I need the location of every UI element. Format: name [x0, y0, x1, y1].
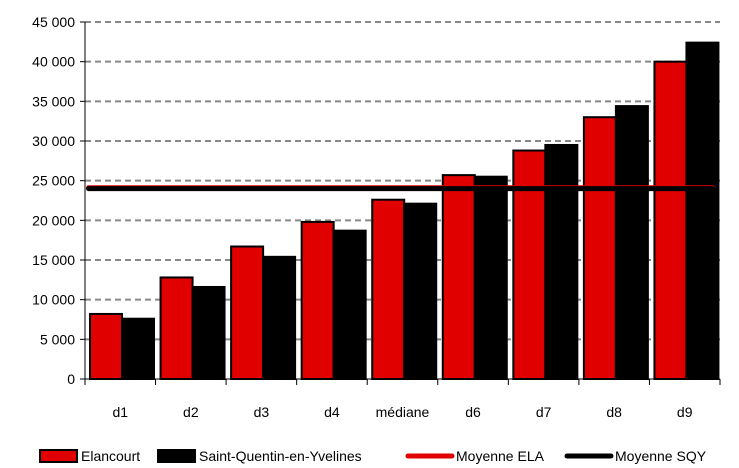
x-tick-label: d4 — [324, 404, 340, 420]
bar-elancourt-d3 — [230, 245, 265, 380]
x-tick-label: médiane — [376, 404, 430, 420]
x-tick-label: d3 — [254, 404, 270, 420]
x-tick-label: d2 — [183, 404, 199, 420]
bar-elancourt-d8 — [582, 116, 617, 380]
bars — [89, 41, 720, 381]
x-tick-label: d9 — [677, 404, 693, 420]
bar-elancourt-médiane — [371, 198, 406, 380]
x-tick-label: d1 — [112, 404, 128, 420]
bar-sqy-d8 — [614, 105, 649, 381]
bar-elancourt-d4 — [300, 220, 335, 380]
bar-sqy-d3 — [262, 255, 297, 380]
y-axis-ticks: 0 5 000 10 000 15 000 20 000 25 000 30 000 35 0… — [32, 14, 85, 387]
x-tick-label: d7 — [536, 404, 552, 420]
bar-elancourt-d1 — [89, 312, 123, 380]
y-tick-label: 35 000 — [32, 93, 75, 109]
legend-sqy-swatch — [157, 449, 196, 463]
bar-elancourt-d7 — [512, 149, 547, 380]
y-tick-label: 0 — [67, 371, 75, 387]
y-tick-label: 25 000 — [32, 173, 75, 189]
bar-sqy-médiane — [403, 202, 438, 380]
bar-elancourt-d6 — [441, 174, 476, 380]
x-tick-label: d6 — [465, 404, 481, 420]
legend-moyenne-sqy-label: Moyenne SQY — [615, 448, 707, 464]
y-tick-label: 40 000 — [32, 54, 75, 70]
average-lines — [86, 185, 716, 192]
legend: Elancourt Saint-Quentin-en-Yvelines Moyenn… — [39, 448, 707, 464]
y-tick-label: 15 000 — [32, 252, 75, 268]
bar-sqy-d4 — [332, 229, 367, 380]
bar-sqy-d2 — [191, 285, 226, 380]
bar-elancourt-d9 — [653, 60, 688, 381]
y-tick-label: 45 000 — [32, 14, 75, 30]
y-tick-label: 20 000 — [32, 212, 75, 228]
x-axis-ticks: d1 d2 d3 d4 médiane d6 d7 d8 d9 — [84, 379, 721, 420]
legend-elancourt-swatch — [39, 449, 78, 463]
y-tick-label: 10 000 — [32, 292, 75, 308]
bar-sqy-d7 — [544, 143, 579, 380]
axes — [84, 22, 720, 380]
bar-sqy-d6 — [473, 175, 508, 380]
x-tick-label: d8 — [606, 404, 622, 420]
legend-sqy-label: Saint-Quentin-en-Yvelines — [199, 448, 362, 464]
y-tick-label: 5 000 — [40, 331, 75, 347]
bar-elancourt-d2 — [159, 276, 194, 381]
bar-sqy-d9 — [685, 41, 720, 380]
bar-sqy-d1 — [121, 317, 155, 380]
legend-moyenne-ela-label: Moyenne ELA — [456, 448, 545, 464]
legend-elancourt-label: Elancourt — [81, 448, 140, 464]
y-tick-label: 30 000 — [32, 133, 75, 149]
